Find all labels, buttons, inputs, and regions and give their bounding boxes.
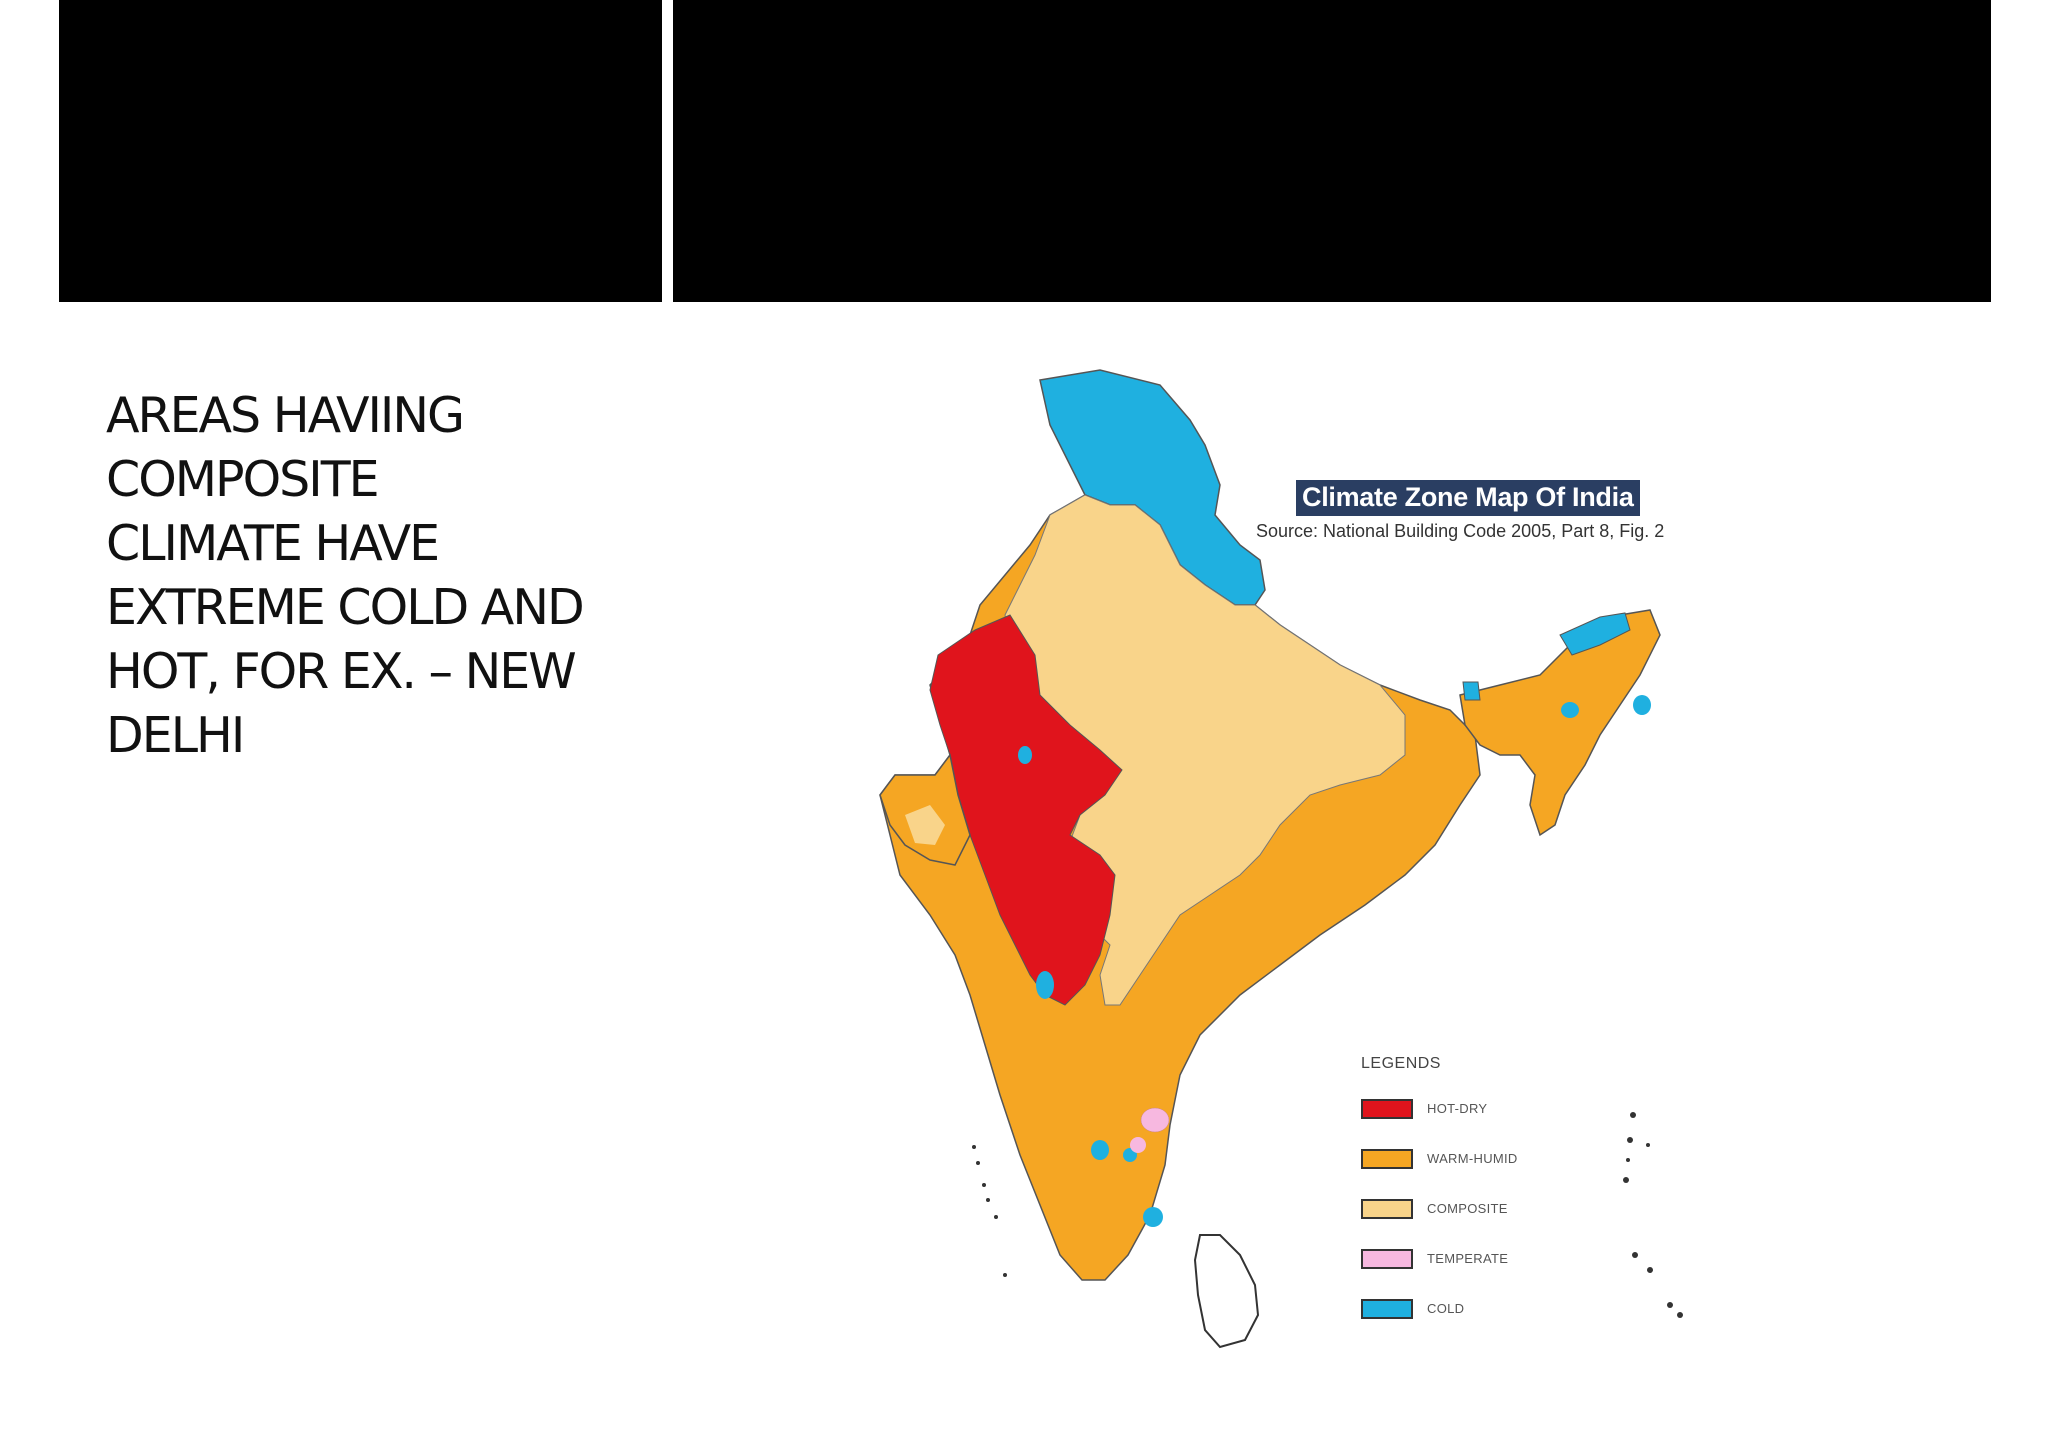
legend-item: HOT-DRY: [1361, 1093, 1518, 1124]
legend-item: COLD: [1361, 1293, 1518, 1324]
legend-swatch: [1361, 1248, 1413, 1269]
sri-lanka-outline: [1193, 1234, 1260, 1349]
legend-label: COMPOSITE: [1427, 1201, 1508, 1216]
map-title: Climate Zone Map Of India: [1296, 480, 1640, 516]
header-left-block: [59, 0, 662, 302]
legend-label: WARM-HUMID: [1427, 1151, 1518, 1166]
legend-title: LEGENDS: [1361, 1055, 1441, 1072]
legend-label: TEMPERATE: [1427, 1251, 1509, 1266]
slide-body-text: AREAS HAVIING COMPOSITE CLIMATE HAVE EXT…: [106, 387, 585, 764]
legend-swatch: [1361, 1198, 1413, 1219]
legend-item: WARM-HUMID: [1361, 1143, 1518, 1174]
northeast-region: [1459, 609, 1661, 837]
header-right-block: [673, 0, 1991, 302]
map-source: Source: National Building Code 2005, Par…: [1256, 521, 1665, 541]
map-legend: LEGENDS HOT-DRY WARM-HUMID COMPOSITE TEMPER…: [1361, 1055, 1518, 1343]
legend-swatch: [1361, 1098, 1413, 1119]
legend-label: HOT-DRY: [1427, 1101, 1488, 1116]
legend-item: COMPOSITE: [1361, 1193, 1518, 1224]
legend-swatch: [1361, 1298, 1413, 1319]
india-climate-map: [879, 369, 1683, 1349]
legend-swatch: [1361, 1148, 1413, 1169]
legend-item: TEMPERATE: [1361, 1243, 1518, 1274]
legend-label: COLD: [1427, 1301, 1465, 1316]
